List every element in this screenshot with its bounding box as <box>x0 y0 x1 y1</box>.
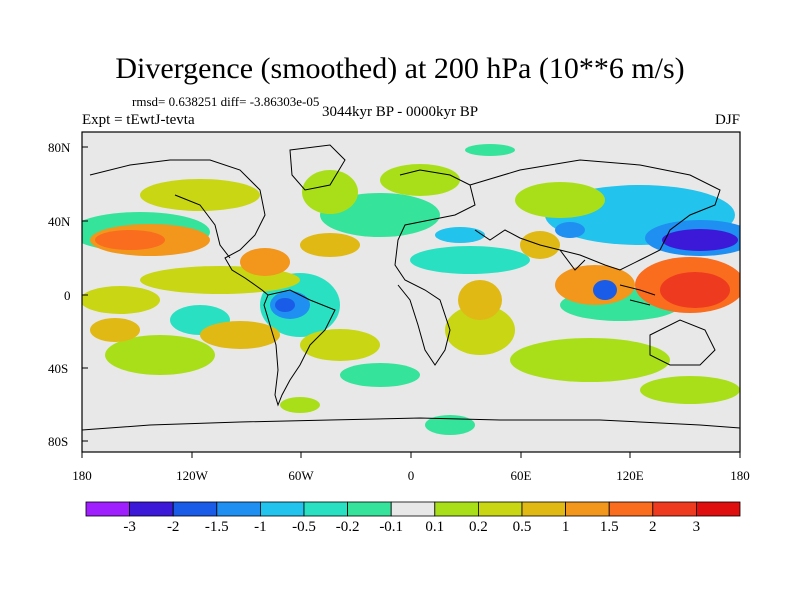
colorbar-label: 1 <box>561 519 570 535</box>
field-patch <box>662 229 738 251</box>
lon-label-120w: 120W <box>176 468 208 483</box>
colorbar-label: -0.2 <box>335 519 360 535</box>
colorbar-swatch <box>347 501 392 517</box>
field-patch <box>82 286 160 314</box>
field-patch <box>340 363 420 387</box>
lat-label-80n: 80N <box>48 140 71 155</box>
field-patch <box>95 230 165 250</box>
colorbar-label: 2 <box>649 519 657 535</box>
field-patch <box>510 338 670 382</box>
field-patch <box>140 179 260 211</box>
colorbar-swatch <box>652 501 697 517</box>
colorbar <box>85 501 741 517</box>
colorbar-label: -0.5 <box>292 519 316 535</box>
colorbar-swatch <box>521 501 566 517</box>
divergence-field <box>82 144 740 435</box>
field-patch <box>300 329 380 361</box>
field-patch <box>660 272 730 308</box>
colorbar-swatch <box>434 501 479 517</box>
map-title: Divergence (smoothed) at 200 hPa (10**6 … <box>115 52 685 85</box>
field-patch <box>640 376 740 404</box>
colorbar-swatch <box>390 501 436 517</box>
lat-label-40n: 40N <box>48 214 71 229</box>
colorbar-label: 0.5 <box>512 519 532 535</box>
field-patch <box>240 248 290 276</box>
rmsd-diff-stats: rmsd= 0.638251 diff= -3.86303e-05 <box>132 94 320 109</box>
colorbar-swatch <box>259 501 305 517</box>
lon-label-60w: 60W <box>288 468 314 483</box>
lat-label-80s: 80S <box>48 434 69 449</box>
field-patch <box>302 170 358 214</box>
lon-label-180w: 180 <box>72 468 92 483</box>
lon-label-60e: 60E <box>510 468 532 483</box>
field-patch <box>410 246 530 274</box>
lat-label-0: 0 <box>64 288 71 303</box>
colorbar-label: -2 <box>166 519 180 535</box>
season-label: DJF <box>714 112 740 128</box>
field-patch <box>200 321 280 349</box>
field-patch <box>465 144 515 156</box>
lon-label-0: 0 <box>407 468 415 483</box>
lon-label-120e: 120E <box>616 468 644 483</box>
field-patch <box>275 298 295 312</box>
colorbar-label: 1.5 <box>599 519 619 535</box>
field-patch <box>380 164 460 196</box>
field-patch <box>593 280 617 300</box>
colorbar-swatch <box>608 501 654 517</box>
colorbar-label: -3 <box>123 519 136 535</box>
field-patch <box>445 305 515 355</box>
field-patch <box>515 182 605 218</box>
field-patch <box>280 397 320 413</box>
field-patch <box>300 233 360 257</box>
colorbar-label: 0.1 <box>425 519 445 535</box>
colorbar-swatch <box>216 501 261 517</box>
coastlines <box>82 144 740 431</box>
colorbar-label: 3 <box>692 519 701 535</box>
field-patch <box>458 280 502 320</box>
colorbar-label: -0.1 <box>379 519 404 535</box>
field-patch <box>90 318 140 342</box>
colorbar-swatch <box>172 501 218 517</box>
period-label: 3044kyr BP - 0000kyr BP <box>322 104 479 120</box>
axis-ticks <box>81 146 741 458</box>
colorbar-swatch <box>85 501 130 517</box>
colorbar-label: -1.5 <box>204 519 229 535</box>
colorbar-swatch <box>565 501 610 517</box>
colorbar-label: -1 <box>254 519 267 535</box>
colorbar-swatch <box>303 501 348 517</box>
lon-label-180e: 180 <box>730 468 750 483</box>
field-patch <box>105 335 215 375</box>
colorbar-swatch <box>477 501 523 517</box>
field-patch <box>425 415 475 435</box>
field-patch <box>555 222 585 238</box>
lat-label-40s: 40S <box>48 361 69 376</box>
field-patch <box>435 227 485 243</box>
experiment-label: Expt = tEwtJ-tevta <box>82 112 195 128</box>
colorbar-swatch <box>129 501 174 517</box>
colorbar-label: 0.2 <box>469 519 488 535</box>
colorbar-swatch <box>696 501 741 517</box>
